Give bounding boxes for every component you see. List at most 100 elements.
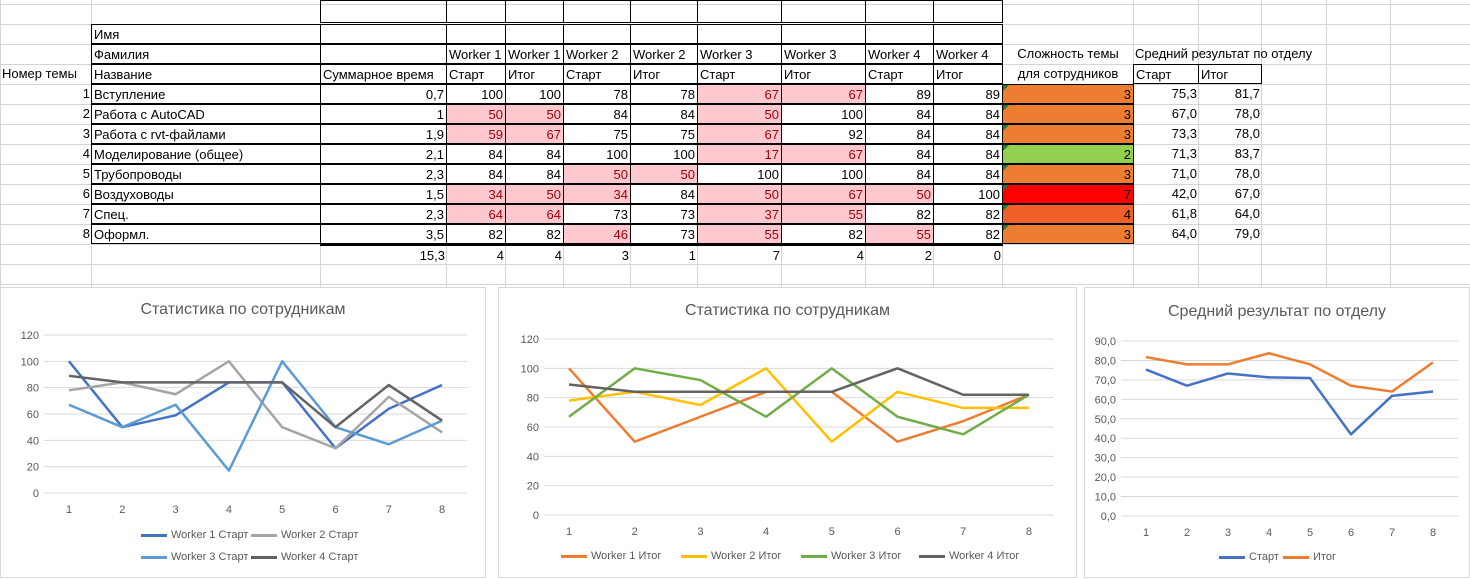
average-value[interactable]: 64,0 bbox=[1171, 226, 1197, 241]
difficulty-cell[interactable]: 4 bbox=[1002, 204, 1134, 224]
worker-header[interactable]: Worker 3 bbox=[781, 44, 866, 64]
header-cell[interactable] bbox=[563, 24, 631, 44]
series-line[interactable] bbox=[68, 360, 443, 472]
worker-header[interactable]: Worker 3 bbox=[697, 44, 782, 64]
score-cell[interactable]: 84 bbox=[865, 144, 934, 164]
score-cell[interactable]: 84 bbox=[865, 164, 934, 184]
total-time[interactable]: 2,3 bbox=[320, 164, 447, 184]
average-value[interactable]: 67,0 bbox=[1171, 106, 1197, 121]
total-time[interactable]: 1,9 bbox=[320, 124, 447, 144]
series-line[interactable] bbox=[68, 360, 443, 450]
score-cell[interactable]: 50 bbox=[697, 184, 782, 204]
score-cell[interactable]: 84 bbox=[865, 104, 934, 124]
average-value[interactable]: 71,3 bbox=[1171, 146, 1197, 161]
difficulty-cell[interactable]: 3 bbox=[1002, 84, 1134, 104]
score-cell[interactable]: 37 bbox=[697, 204, 782, 224]
topic-title[interactable]: Трубопроводы bbox=[91, 164, 321, 184]
score-cell[interactable]: 92 bbox=[781, 124, 866, 144]
score-cell[interactable]: 84 bbox=[865, 124, 934, 144]
average-value[interactable]: 67,0 bbox=[1234, 186, 1260, 201]
stage-header[interactable]: Итог bbox=[505, 64, 564, 84]
score-cell[interactable]: 55 bbox=[697, 224, 782, 244]
total-time-sum[interactable]: 15,3 bbox=[320, 244, 447, 264]
header-cell[interactable] bbox=[563, 0, 631, 23]
total-time[interactable]: 1,5 bbox=[320, 184, 447, 204]
surname-label[interactable]: Фамилия bbox=[91, 44, 321, 64]
topic-title[interactable]: Вступление bbox=[91, 84, 321, 104]
total-time[interactable]: 3,5 bbox=[320, 224, 447, 244]
score-cell[interactable]: 78 bbox=[630, 84, 698, 104]
header-cell[interactable] bbox=[781, 24, 866, 44]
score-cell[interactable]: 67 bbox=[697, 124, 782, 144]
average-subheader[interactable]: Итог bbox=[1198, 64, 1262, 84]
score-cell[interactable]: 100 bbox=[933, 184, 1003, 204]
topic-number[interactable]: 2 bbox=[82, 106, 90, 121]
score-cell[interactable]: 84 bbox=[630, 104, 698, 124]
score-cell[interactable]: 50 bbox=[865, 184, 934, 204]
stage-header[interactable]: Итог bbox=[630, 64, 698, 84]
score-cell[interactable]: 84 bbox=[933, 144, 1003, 164]
legend-item[interactable]: Worker 3 Итог bbox=[801, 550, 901, 562]
header-cell[interactable] bbox=[630, 24, 698, 44]
score-cell[interactable]: 50 bbox=[505, 184, 564, 204]
score-cell[interactable]: 50 bbox=[563, 164, 631, 184]
difficulty-cell[interactable]: 7 bbox=[1002, 184, 1134, 204]
stage-header[interactable]: Итог bbox=[933, 64, 1003, 84]
header-cell[interactable] bbox=[505, 0, 564, 23]
header-cell[interactable] bbox=[505, 24, 564, 44]
series-line[interactable] bbox=[1145, 368, 1434, 436]
average-value[interactable]: 83,7 bbox=[1234, 146, 1260, 161]
score-cell[interactable]: 46 bbox=[563, 224, 631, 244]
legend-item[interactable]: Worker 1 Старт bbox=[141, 529, 248, 541]
series-line[interactable] bbox=[68, 374, 443, 429]
low-score-count[interactable]: 7 bbox=[697, 244, 782, 264]
score-cell[interactable]: 84 bbox=[563, 104, 631, 124]
topic-title[interactable]: Оформл. bbox=[91, 224, 321, 244]
score-cell[interactable]: 64 bbox=[505, 204, 564, 224]
average-value[interactable]: 71,0 bbox=[1171, 166, 1197, 181]
score-cell[interactable]: 34 bbox=[563, 184, 631, 204]
score-cell[interactable]: 82 bbox=[781, 224, 866, 244]
average-value[interactable]: 61,8 bbox=[1171, 206, 1197, 221]
score-cell[interactable]: 50 bbox=[446, 104, 506, 124]
header-cell[interactable] bbox=[320, 0, 447, 23]
topic-number[interactable]: 3 bbox=[82, 126, 90, 141]
topic-title[interactable]: Спец. bbox=[91, 204, 321, 224]
total-time[interactable]: 2,3 bbox=[320, 204, 447, 224]
legend-item[interactable]: Worker 1 Итог bbox=[561, 550, 661, 562]
series-line[interactable] bbox=[568, 367, 1029, 396]
low-score-count[interactable]: 0 bbox=[933, 244, 1003, 264]
header-cell[interactable] bbox=[865, 0, 934, 23]
score-cell[interactable]: 82 bbox=[865, 204, 934, 224]
topic-number[interactable]: 1 bbox=[82, 86, 90, 101]
legend-item[interactable]: Worker 2 Итог bbox=[681, 550, 781, 562]
score-cell[interactable]: 59 bbox=[446, 124, 506, 144]
header-cell[interactable] bbox=[320, 24, 447, 44]
difficulty-cell[interactable]: 3 bbox=[1002, 224, 1134, 244]
difficulty-header[interactable]: Сложность темы bbox=[1017, 46, 1119, 61]
series-line[interactable] bbox=[1145, 352, 1434, 393]
series-line[interactable] bbox=[68, 360, 443, 450]
average-value[interactable]: 64,0 bbox=[1234, 206, 1260, 221]
score-cell[interactable]: 73 bbox=[630, 224, 698, 244]
stage-header[interactable]: Итог bbox=[781, 64, 866, 84]
worker-header[interactable]: Worker 2 bbox=[630, 44, 698, 64]
score-cell[interactable]: 67 bbox=[781, 84, 866, 104]
chart-workers-start[interactable]: Статистика по сотрудникам 0 20 40 60 80 100 12… bbox=[0, 287, 486, 578]
worker-header[interactable]: Worker 1 bbox=[446, 44, 506, 64]
chart-department-average[interactable]: Средний результат по отделу 0,0 10,0 20,0 3… bbox=[1084, 287, 1470, 578]
legend-item[interactable]: Worker 2 Старт bbox=[251, 529, 358, 541]
low-score-count[interactable]: 1 bbox=[630, 244, 698, 264]
score-cell[interactable]: 82 bbox=[505, 224, 564, 244]
score-cell[interactable]: 100 bbox=[697, 164, 782, 184]
score-cell[interactable]: 78 bbox=[563, 84, 631, 104]
worker-header[interactable]: Worker 4 bbox=[865, 44, 934, 64]
difficulty-cell[interactable]: 2 bbox=[1002, 144, 1134, 164]
legend-item[interactable]: Итог bbox=[1283, 551, 1336, 563]
score-cell[interactable]: 100 bbox=[781, 104, 866, 124]
worker-header[interactable]: Worker 4 bbox=[933, 44, 1003, 64]
score-cell[interactable]: 84 bbox=[446, 164, 506, 184]
topic-number[interactable]: 5 bbox=[82, 166, 90, 181]
topic-number[interactable]: 4 bbox=[82, 146, 90, 161]
worker-header[interactable]: Worker 1 bbox=[505, 44, 564, 64]
